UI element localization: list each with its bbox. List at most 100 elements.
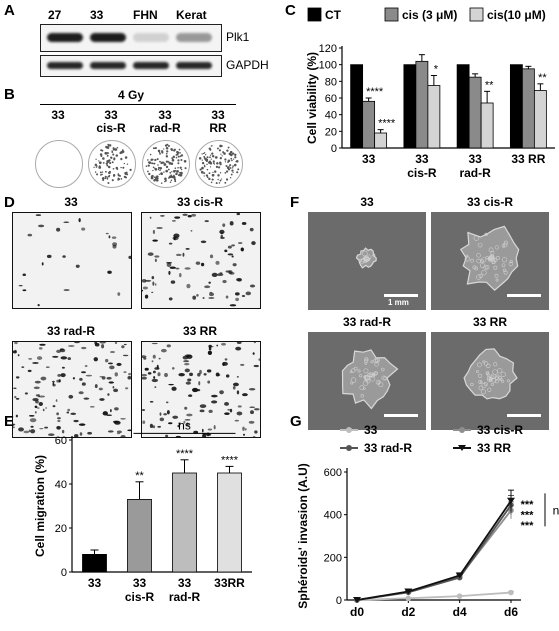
legend-label: CT [325,8,342,22]
data-point [508,589,514,596]
y-tick-label: 80 [325,76,337,88]
legend-marker [346,445,352,451]
legend-marker [458,445,466,451]
blot-band [90,62,126,69]
lane-label: FHN [133,8,158,22]
x-tick-label: 33 [362,152,376,166]
series-line [356,500,512,601]
x-tick-label: d4 [453,605,467,619]
legend-swatch [307,7,322,22]
micrograph-title: 33 cis-R [176,195,224,209]
lane-label: Kerat [176,8,207,22]
well-label: 33 [104,108,118,122]
well-label: 33 [51,108,65,122]
scale-bar-label: 1 mm [388,298,409,307]
chart-g: 33 33 cis-R 33 rad-R 33 RR 0 200 400 600 Sphéroi… [296,423,559,619]
data-point [404,588,413,595]
well-label: cis-R [96,121,126,135]
lane-label: 33 [90,8,104,22]
bar [456,64,470,149]
y-tick-label: 120 [319,43,337,55]
significance-mark: ** [538,72,547,84]
y-tick-label: 600 [324,467,342,479]
significance-mark: **** [221,454,239,466]
data-point [353,597,361,603]
x-tick-label: rad-R [169,590,201,604]
x-tick-label: 33 [133,576,147,590]
well-label: 33 [211,108,225,122]
micrograph-title: 33 rad-R [46,324,96,338]
treatment-label: 4 Gy [118,88,145,102]
legend-swatch [469,7,484,22]
legend-marker [459,427,465,433]
bar [172,472,197,573]
panel-letter-b: B [4,86,15,103]
significance-mark: *** [521,510,535,522]
spheroid-image [308,332,426,430]
band-label-gapdh: GAPDH [226,58,269,72]
bar [127,499,152,573]
y-tick-label: 400 [324,510,342,522]
y-tick-label: 0 [61,567,67,579]
scale-bar [384,414,418,417]
spheroid-title: 33 RR [472,315,507,329]
x-tick-label: rad-R [459,166,491,180]
bar [374,132,388,149]
legend-label: 33 [364,423,378,437]
spheroid-title: 33 [360,195,374,209]
panel-letter-a: A [4,2,15,19]
bar [427,85,441,149]
legend-label: 33 cis-R [477,423,523,437]
bar [509,64,523,149]
y-tick-label: 40 [55,479,67,491]
series-line [356,504,512,601]
colony-well [88,140,136,188]
bar [533,90,547,149]
x-tick-label: 33 [178,576,192,590]
x-tick-label: d6 [504,605,518,619]
data-point [456,593,463,599]
legend-label: cis (3 μM) [402,8,457,22]
migration-micrograph [141,341,261,438]
micrograph-title: 33 [64,195,78,209]
bar [82,553,107,573]
legend-label: 33 rad-R [364,441,412,455]
spheroid-image [431,332,549,430]
blot-band [176,33,212,42]
y-tick-label: 60 [325,93,337,105]
spheroid-image [431,212,549,310]
significance-mark: * [434,64,439,76]
significance-mark: **** [378,118,396,130]
colony-well [35,140,83,188]
x-tick-label: 33 RR [511,152,545,166]
y-axis-label: Cell migration (%) [33,455,47,557]
blot-band [47,62,83,69]
legend-swatch [384,7,399,22]
blot-band [90,33,126,42]
significance-mark: **** [366,86,384,98]
y-tick-label: 20 [325,126,337,138]
bar [350,64,364,149]
chart-c: CT cis (3 μM) cis(10 μM) 0 20 40 60 80 100 120Cel… [305,7,555,180]
bar [468,76,482,149]
y-tick-label: 20 [55,523,67,535]
y-axis-label: Cell viability (%) [305,52,319,144]
scale-bar [507,414,541,417]
series-line [356,591,512,601]
y-tick-label: 200 [324,552,342,564]
panel-letter-e: E [4,413,15,430]
lane-label: 27 [48,8,62,22]
bar [521,68,535,149]
legend-marker [346,427,352,433]
significance-mark: ** [135,470,144,482]
x-tick-label: cis-R [407,166,437,180]
spheroid-image: 1 mm [308,212,426,310]
bar [362,100,376,149]
y-axis-label: Sphéroids' invasion (A.U) [296,463,310,609]
blot-plk1 [40,24,222,52]
panel-letter-f: F [290,194,300,211]
data-point [507,497,515,504]
scale-bar [507,294,541,297]
bar [480,102,494,149]
well-label: 33 [158,108,172,122]
